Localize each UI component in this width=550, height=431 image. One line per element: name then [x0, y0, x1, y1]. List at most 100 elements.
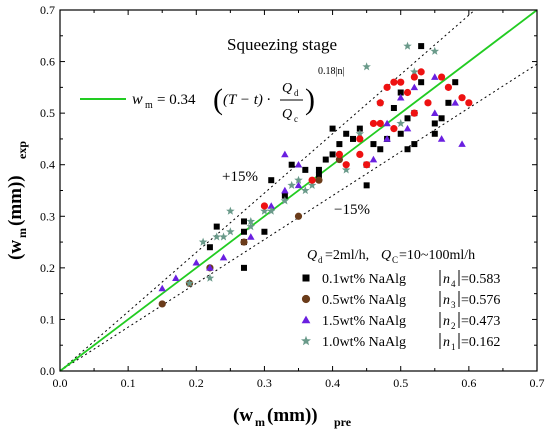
- legend-q2-val: =10~100ml/h: [399, 248, 475, 263]
- data-point: [390, 78, 398, 86]
- y-label-sub1: m: [15, 228, 29, 238]
- data-point: [247, 233, 255, 240]
- data-point: [287, 180, 296, 189]
- y-tick-label: 0.1: [40, 312, 55, 326]
- data-point: [410, 109, 418, 117]
- data-point: [322, 156, 329, 163]
- data-point: [438, 73, 446, 81]
- legend-q1: Q: [307, 248, 317, 263]
- x-tick-label: 0.3: [257, 376, 272, 390]
- data-point: [431, 109, 439, 116]
- data-point: [315, 176, 323, 184]
- data-point: [404, 115, 411, 122]
- data-point: [213, 223, 220, 230]
- data-point: [281, 186, 289, 194]
- data-point: [397, 78, 405, 86]
- x-tick-label: 0.7: [530, 376, 545, 390]
- y-tick-label: 0.0: [40, 364, 55, 378]
- legend-n-value: =0.583: [461, 272, 500, 287]
- data-point: [397, 130, 404, 137]
- legend-n-value: =0.473: [461, 314, 500, 329]
- data-point: [417, 68, 425, 76]
- legend-label: 1.5wt% NaAlg: [322, 314, 406, 329]
- data-point: [350, 135, 357, 142]
- data-point: [403, 124, 412, 132]
- legend-label: 0.5wt% NaAlg: [322, 293, 406, 308]
- data-point: [192, 258, 201, 266]
- data-point: [260, 202, 269, 210]
- data-point: [288, 161, 295, 168]
- data-point: [315, 166, 322, 173]
- data-point: [430, 46, 440, 55]
- x-label-sub1: m: [255, 415, 265, 429]
- data-point: [246, 216, 256, 226]
- formula-lhs: w: [132, 91, 143, 108]
- series-2: [158, 73, 466, 292]
- data-point: [369, 119, 378, 128]
- data-point: [431, 73, 439, 80]
- data-point: [206, 244, 213, 251]
- data-point: [452, 79, 459, 86]
- data-point: [445, 99, 452, 106]
- formula-den: Q: [282, 107, 292, 122]
- legend-q2-sub: C: [392, 255, 398, 265]
- y-tick-label: 0.5: [40, 106, 55, 120]
- lower-band-label: −15%: [334, 202, 370, 218]
- y-tick-label: 0.2: [40, 261, 55, 275]
- upper-bound-line: [59, 9, 476, 372]
- data-point: [397, 89, 404, 96]
- data-point: [431, 120, 438, 127]
- data-point: [356, 125, 363, 132]
- data-point: [376, 99, 384, 107]
- y-tick-label: 0.6: [40, 55, 55, 69]
- data-point: [390, 104, 397, 111]
- data-point: [172, 274, 180, 281]
- data-point: [315, 172, 322, 179]
- data-point: [261, 228, 268, 235]
- data-point: [185, 278, 194, 287]
- data-point: [363, 161, 371, 169]
- legend-marker: [301, 315, 311, 324]
- axis-ticks: 0.0 0.1 0.2 0.3 0.4 0.5 0.6 0.7 0.0 0.1 0.2 0.3 0.4 0…: [40, 3, 545, 390]
- data-points: [158, 41, 473, 308]
- data-point: [206, 264, 214, 271]
- legend-n-value: =0.162: [461, 335, 500, 350]
- data-point: [219, 232, 228, 241]
- data-point: [240, 238, 248, 246]
- data-point: [301, 186, 310, 195]
- x-tick-label: 0.4: [325, 376, 340, 390]
- x-tick-label: 0.0: [53, 376, 68, 390]
- formula-den-sub: c: [294, 114, 298, 124]
- legend-marker: [301, 335, 311, 346]
- series-4: [260, 68, 473, 210]
- legend-n-sub: 4: [451, 279, 456, 289]
- y-axis-label: (w m (mm)) exp: [5, 141, 29, 260]
- data-point: [280, 196, 290, 205]
- x-tick-label: 0.5: [393, 376, 408, 390]
- data-point: [404, 146, 411, 153]
- x-axis-label: (w m (mm)) pre: [233, 405, 352, 429]
- data-point: [390, 125, 398, 133]
- legend-n: n: [443, 293, 450, 308]
- legend-label: 1.0wt% NaAlg: [322, 335, 406, 350]
- data-point: [268, 177, 275, 184]
- data-point: [246, 222, 256, 231]
- data-point: [465, 99, 473, 107]
- data-point: [410, 83, 419, 91]
- formula-lhs-sub: m: [145, 100, 153, 111]
- legend-q2: Q: [381, 248, 391, 263]
- data-point: [335, 150, 343, 158]
- formula: w m = 0.34 ( (T − t) · Q d Q c ) 0.18|n|: [80, 66, 345, 124]
- chart-title: Squeezing stage: [227, 35, 337, 54]
- data-point: [281, 192, 288, 199]
- data-point: [240, 228, 247, 235]
- data-point: [198, 237, 208, 246]
- legend-n-sub: 1: [451, 342, 456, 352]
- data-point: [356, 150, 364, 158]
- data-point: [410, 73, 418, 81]
- data-point: [451, 99, 459, 106]
- data-point: [396, 93, 405, 101]
- legend-n: n: [443, 314, 450, 329]
- data-point: [343, 130, 350, 137]
